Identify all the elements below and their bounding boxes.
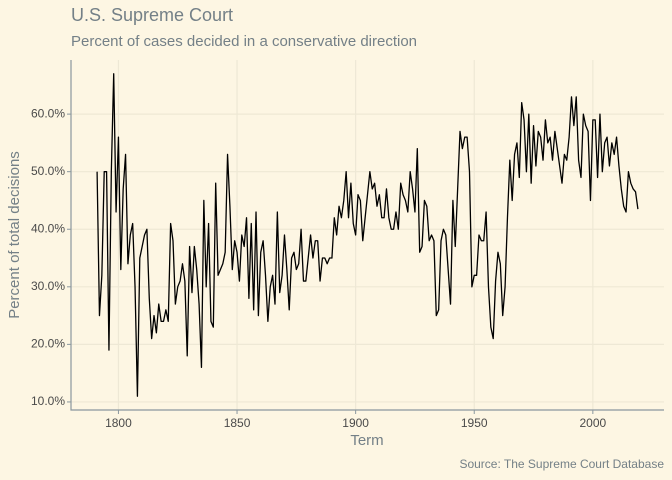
chart-title: U.S. Supreme Court	[71, 5, 233, 25]
x-tick-label: 1950	[461, 416, 488, 430]
panel-border	[70, 60, 664, 411]
y-axis-label: Percent of total decisions	[6, 151, 23, 319]
y-tick-label: 60.0%	[31, 106, 65, 120]
y-tick-label: 50.0%	[31, 164, 65, 178]
y-tick-label: 20.0%	[31, 337, 65, 351]
x-tick-label: 2000	[579, 416, 606, 430]
y-tick-label: 30.0%	[31, 279, 65, 293]
x-tick-label: 1850	[224, 416, 251, 430]
x-axis-label: Term	[350, 432, 383, 449]
chart-subtitle: Percent of cases decided in a conservati…	[71, 33, 417, 50]
data-line	[96, 73, 639, 397]
caption: Source: The Supreme Court Database	[459, 457, 664, 471]
x-tick-label: 1900	[342, 416, 369, 430]
y-tick-label: 40.0%	[31, 221, 65, 235]
x-tick-label: 1800	[105, 416, 132, 430]
y-tick-label: 10.0%	[31, 394, 65, 408]
